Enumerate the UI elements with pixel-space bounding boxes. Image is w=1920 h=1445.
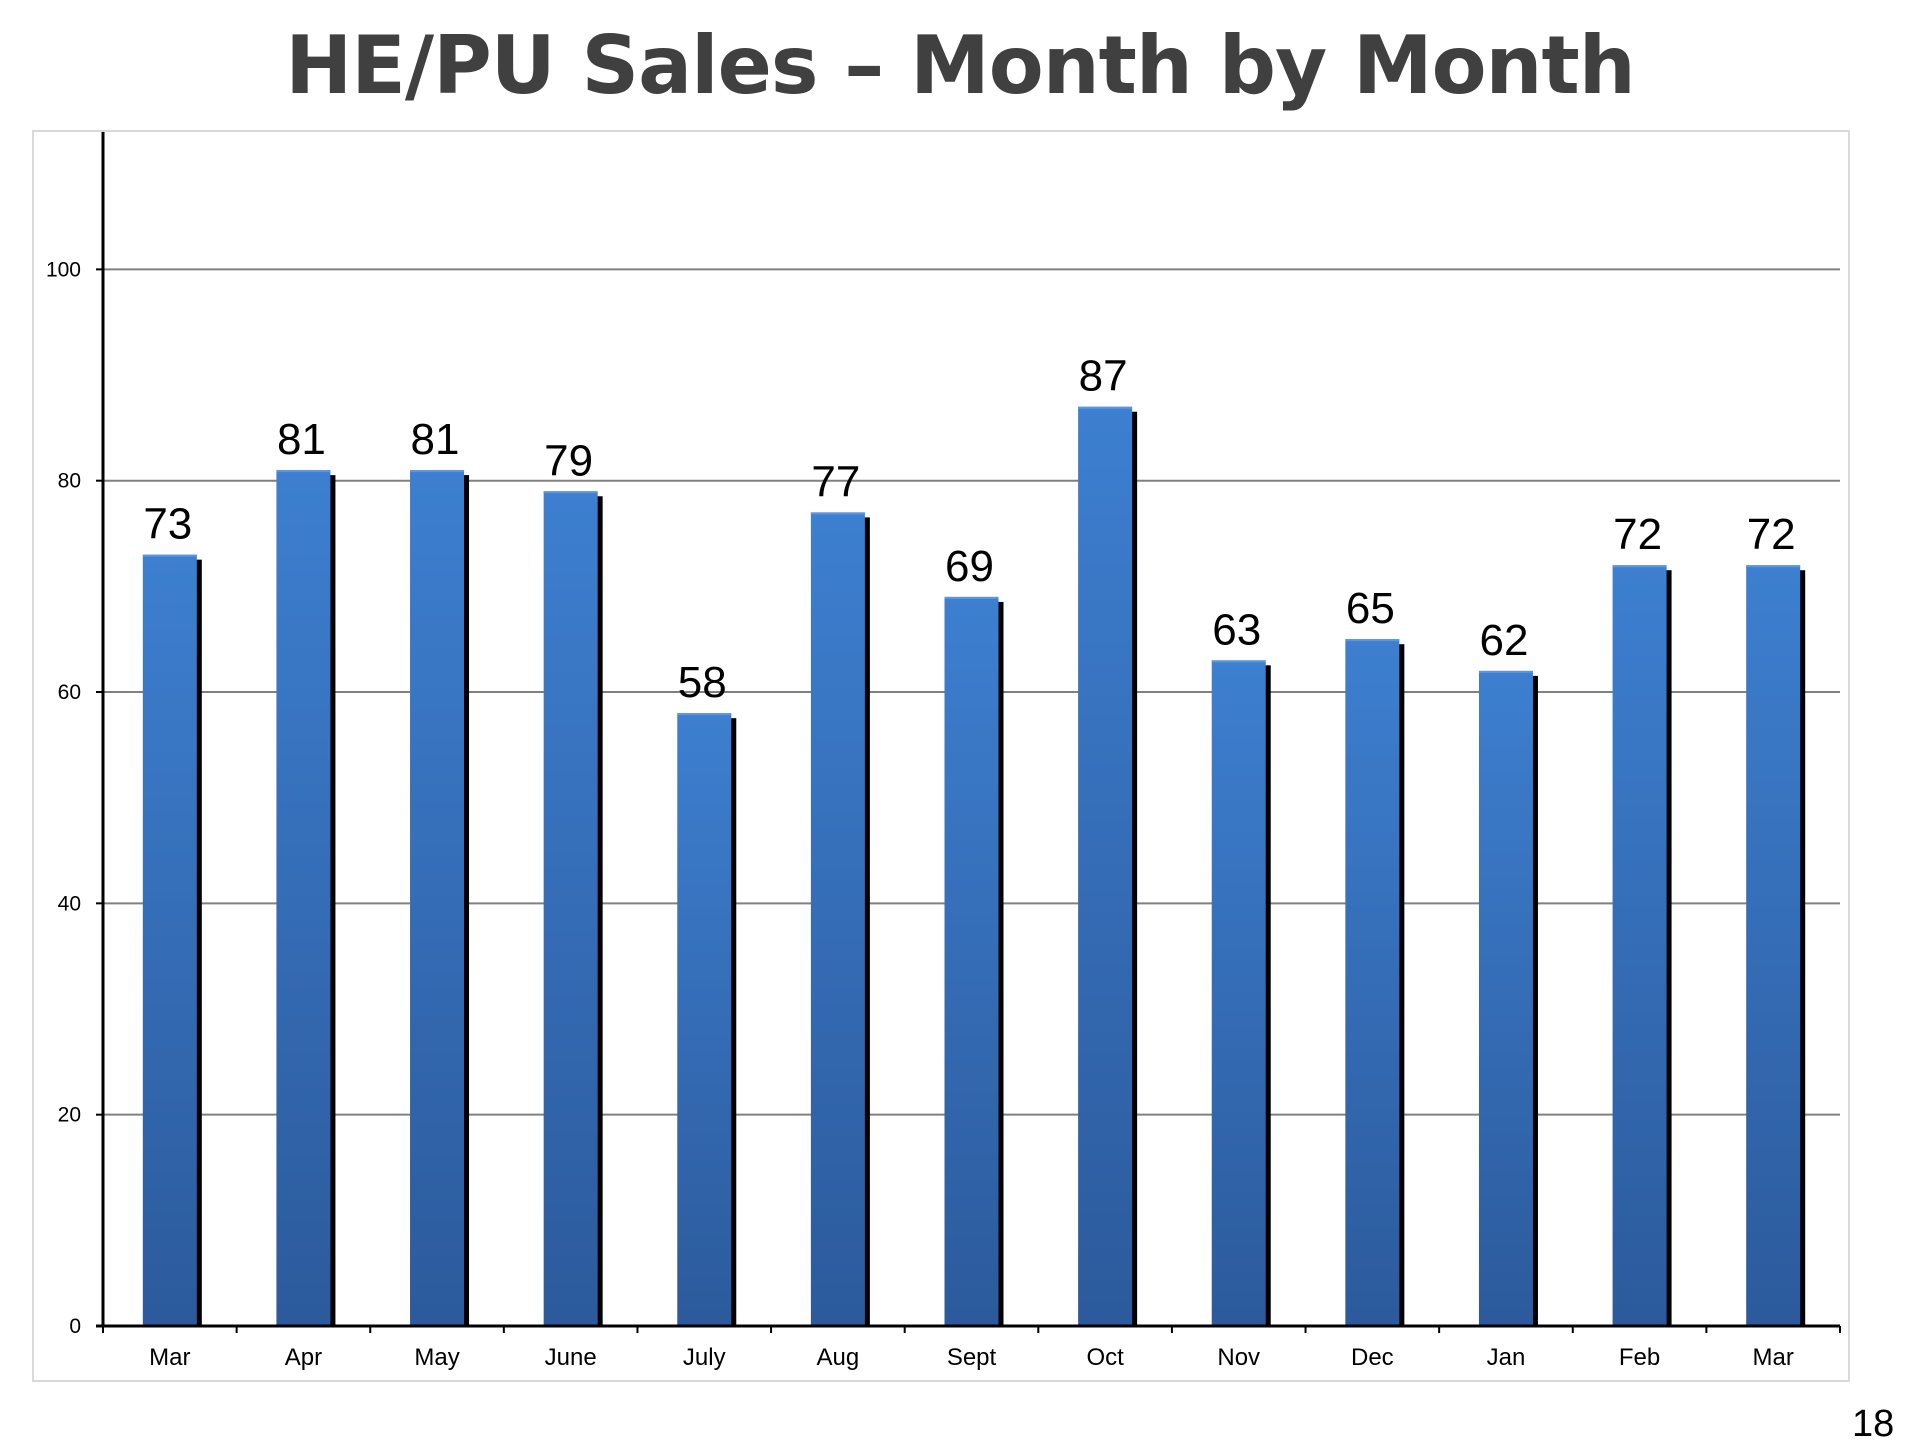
y-tick-label: 40: [58, 892, 81, 915]
data-labels: 73 81 81 79 58 77 69 87 63 65 62 72 72: [143, 352, 1795, 707]
bar: [944, 596, 999, 1326]
data-label: 58: [678, 658, 727, 707]
x-tick-label: July: [683, 1344, 726, 1371]
data-label: 79: [544, 436, 593, 485]
x-tick-label: Oct: [1086, 1344, 1124, 1371]
bar: [1345, 639, 1400, 1326]
bar: [677, 713, 732, 1326]
axes: [96, 132, 1841, 1333]
tick-labels: 0 20 40 60 80 100 Mar Apr May June July Aug Sept Oct N…: [46, 258, 1794, 1371]
slide-title: HE/PU Sales – Month by Month: [285, 19, 1635, 112]
bar: [543, 491, 598, 1327]
y-tick-label: 80: [58, 470, 81, 493]
x-tick-label: Mar: [1753, 1344, 1794, 1371]
data-label: 87: [1079, 352, 1128, 401]
bar: [142, 554, 197, 1326]
data-label: 65: [1346, 584, 1395, 633]
bar: [1211, 660, 1266, 1326]
data-label: 72: [1747, 510, 1796, 559]
x-tick-label: May: [414, 1344, 459, 1371]
y-tick-label: 0: [69, 1315, 81, 1338]
y-tick-label: 60: [58, 681, 81, 704]
data-label: 81: [277, 415, 326, 464]
x-tick-label: Jan: [1487, 1344, 1526, 1371]
bar: [1478, 670, 1533, 1326]
page-number: 18: [1852, 1403, 1895, 1445]
data-label: 63: [1212, 605, 1261, 654]
data-label: 77: [811, 457, 860, 506]
bar: [810, 512, 865, 1326]
data-label: 73: [143, 500, 192, 549]
bars: [142, 406, 1806, 1327]
x-tick-label: Feb: [1619, 1344, 1660, 1371]
data-label: 72: [1613, 510, 1662, 559]
x-tick-label: Aug: [817, 1344, 860, 1371]
data-label: 69: [945, 542, 994, 591]
bar: [410, 470, 465, 1326]
x-tick-label: June: [545, 1344, 597, 1371]
data-label: 81: [411, 415, 460, 464]
x-tick-label: Nov: [1217, 1344, 1260, 1371]
x-tick-label: Apr: [285, 1344, 322, 1371]
y-tick-label: 20: [58, 1104, 81, 1127]
bar: [1746, 565, 1801, 1326]
bar: [276, 470, 331, 1326]
x-tick-label: Mar: [149, 1344, 190, 1371]
bar: [1612, 565, 1667, 1326]
y-tick-label: 100: [46, 258, 81, 281]
data-label: 62: [1479, 616, 1528, 665]
bar: [1078, 406, 1133, 1326]
x-tick-label: Sept: [947, 1344, 997, 1371]
x-tick-label: Dec: [1351, 1344, 1394, 1371]
